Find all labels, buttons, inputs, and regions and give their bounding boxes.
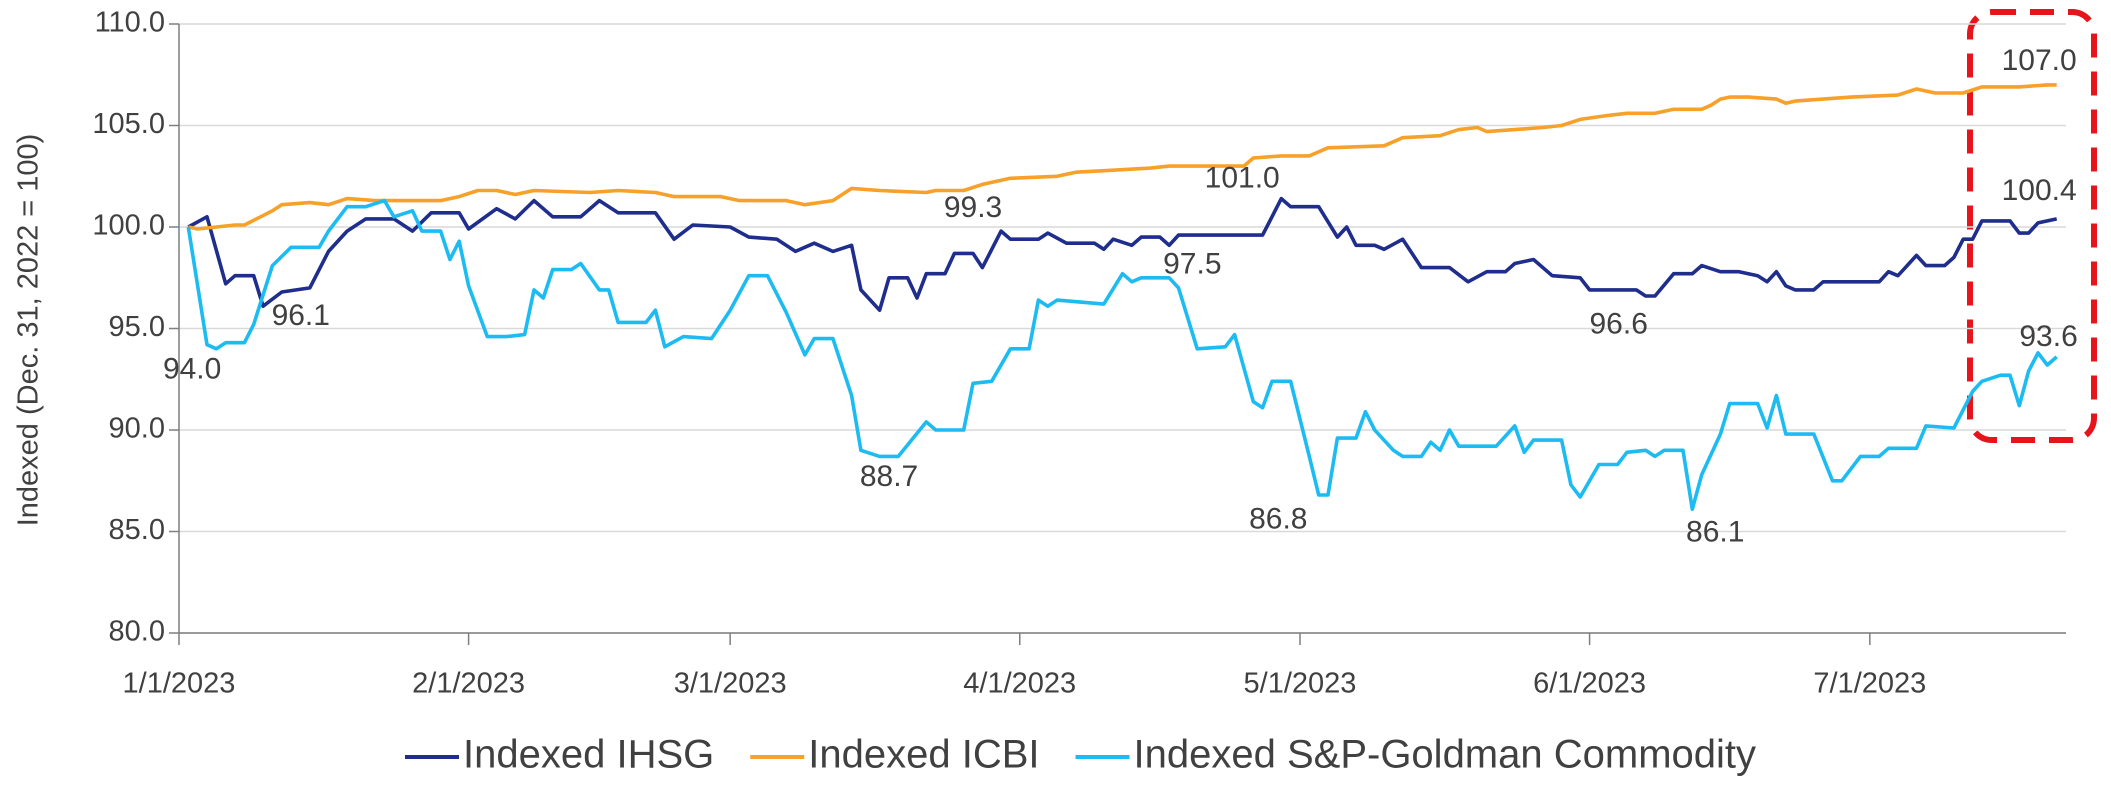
x-tick-label: 5/1/2023 bbox=[1244, 668, 1357, 700]
highlight-box bbox=[1967, 9, 2097, 443]
legend-label: Indexed S&P-Goldman Commodity bbox=[1134, 733, 1757, 777]
x-tick-label: 3/1/2023 bbox=[674, 668, 787, 700]
x-tick-label: 7/1/2023 bbox=[1813, 668, 1926, 700]
y-tick-label: 105.0 bbox=[92, 108, 165, 140]
series-line bbox=[187, 196, 2058, 312]
data-label: 94.0 bbox=[163, 352, 221, 385]
data-label: 99.3 bbox=[944, 191, 1002, 224]
data-label: 96.6 bbox=[1590, 308, 1648, 341]
data-label: 107.0 bbox=[2002, 44, 2077, 77]
data-label: 97.5 bbox=[1163, 248, 1221, 281]
data-label: 88.7 bbox=[860, 460, 918, 493]
series-line bbox=[187, 83, 2057, 231]
legend: Indexed IHSG Indexed ICBI Indexed S&P-Gold… bbox=[405, 733, 1756, 777]
data-label: 86.1 bbox=[1686, 515, 1744, 548]
x-tick-label: 2/1/2023 bbox=[412, 668, 525, 700]
y-tick-label: 90.0 bbox=[109, 413, 165, 445]
data-label: 96.1 bbox=[272, 299, 330, 332]
y-tick-label: 85.0 bbox=[109, 514, 165, 546]
y-tick-label: 110.0 bbox=[95, 7, 165, 39]
data-label: 100.4 bbox=[2002, 174, 2077, 207]
y-tick-label: 100.0 bbox=[92, 210, 165, 242]
y-tick-label: 95.0 bbox=[109, 311, 165, 343]
x-tick-label: 4/1/2023 bbox=[963, 668, 1076, 700]
x-tick-label: 6/1/2023 bbox=[1533, 668, 1646, 700]
legend-label: Indexed ICBI bbox=[808, 733, 1039, 777]
y-axis-title: Indexed (Dec. 31, 2022 = 100) bbox=[13, 134, 45, 527]
data-label: 101.0 bbox=[1205, 162, 1280, 195]
data-label: 86.8 bbox=[1249, 502, 1307, 535]
series-line bbox=[186, 198, 2058, 511]
x-tick-label: 1/1/2023 bbox=[123, 668, 236, 700]
legend-label: Indexed IHSG bbox=[463, 733, 714, 777]
y-tick-label: 80.0 bbox=[109, 616, 165, 648]
data-label: 93.6 bbox=[2019, 320, 2077, 353]
